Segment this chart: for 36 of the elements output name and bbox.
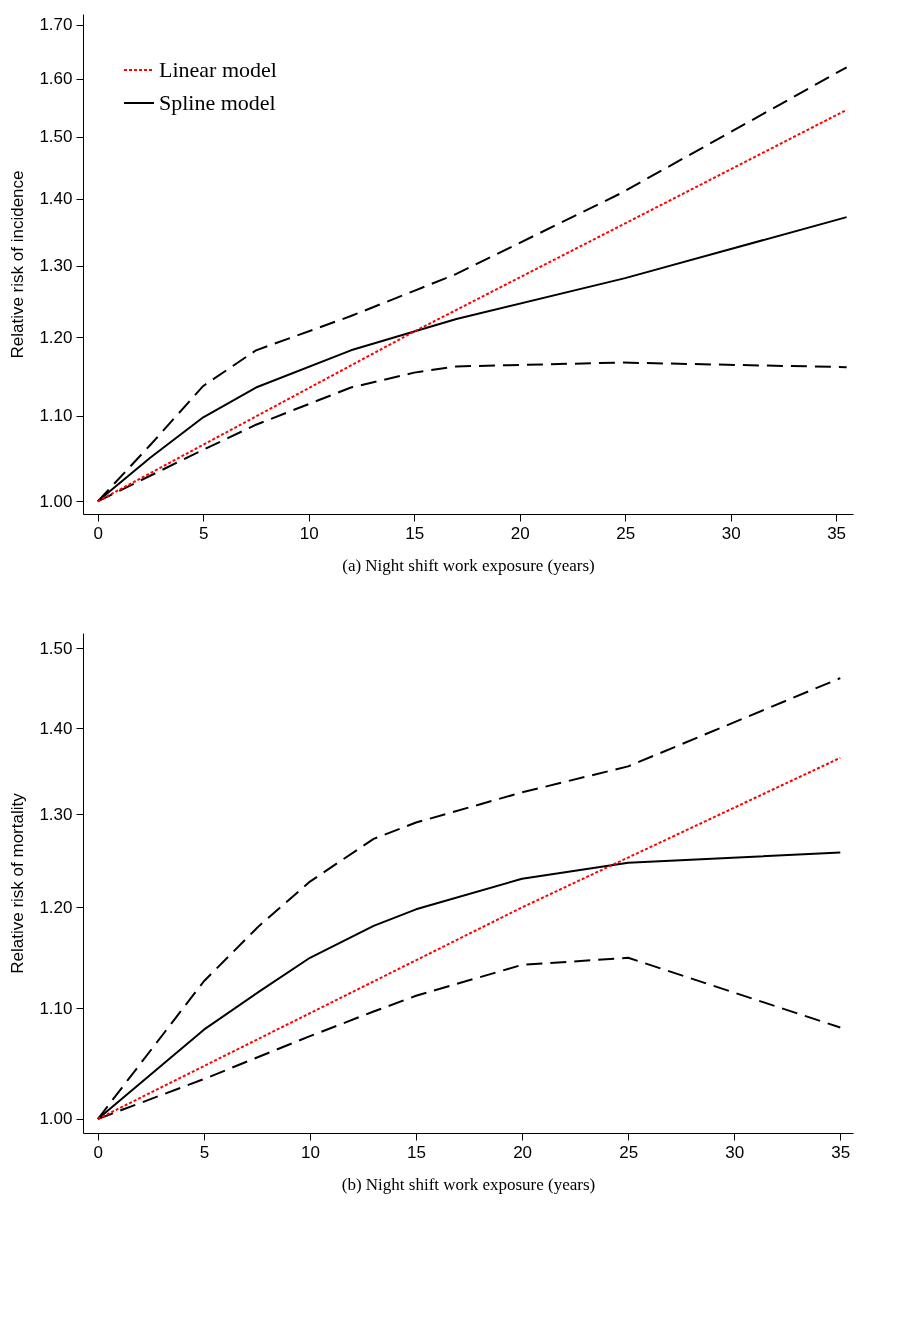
x-tick-label: 30 [721, 523, 741, 543]
y-axis-title: Relative risk of mortality [8, 792, 28, 974]
x-tick-label: 20 [513, 1142, 533, 1162]
x-tick-label: 35 [827, 523, 847, 543]
x-tick-label: 30 [725, 1142, 745, 1162]
y-tick-label: 1.00 [39, 1109, 73, 1129]
y-tick-label: 1.40 [39, 718, 73, 738]
y-tick-label: 1.00 [39, 491, 73, 511]
x-axis-title: (b) Night shift work exposure (years) [341, 1174, 596, 1194]
x-tick-label: 5 [199, 523, 209, 543]
y-tick-label: 1.10 [39, 406, 73, 426]
x-tick-label: 35 [831, 1142, 851, 1162]
y-tick-label: 1.70 [39, 15, 73, 35]
x-tick-label: 0 [93, 1142, 104, 1162]
x-tick-label: 25 [616, 523, 636, 543]
y-tick-label: 1.40 [39, 189, 73, 209]
y-tick-label: 1.30 [39, 804, 73, 824]
x-tick-label: 10 [301, 1142, 320, 1162]
y-tick-label: 1.20 [39, 328, 73, 347]
y-tick-label: 1.30 [39, 256, 73, 276]
legend-label: Linear model [159, 57, 277, 82]
y-tick-label: 1.10 [39, 998, 73, 1018]
x-tick-label: 25 [619, 1142, 639, 1162]
y-tick-label: 1.50 [39, 127, 73, 147]
y-tick-label: 1.20 [39, 897, 73, 917]
x-tick-label: 15 [407, 1142, 426, 1162]
x-tick-label: 0 [93, 523, 103, 543]
x-tick-label: 20 [510, 523, 530, 543]
y-tick-label: 1.50 [39, 638, 73, 658]
x-tick-label: 15 [405, 523, 425, 543]
x-axis-title: (a) Night shift work exposure (years) [342, 555, 595, 575]
y-tick-label: 1.60 [39, 69, 73, 89]
x-tick-label: 5 [199, 1142, 210, 1162]
y-axis-title: Relative risk of incidence [8, 170, 28, 359]
x-tick-label: 10 [299, 523, 319, 543]
legend-label: Spline model [159, 90, 276, 115]
